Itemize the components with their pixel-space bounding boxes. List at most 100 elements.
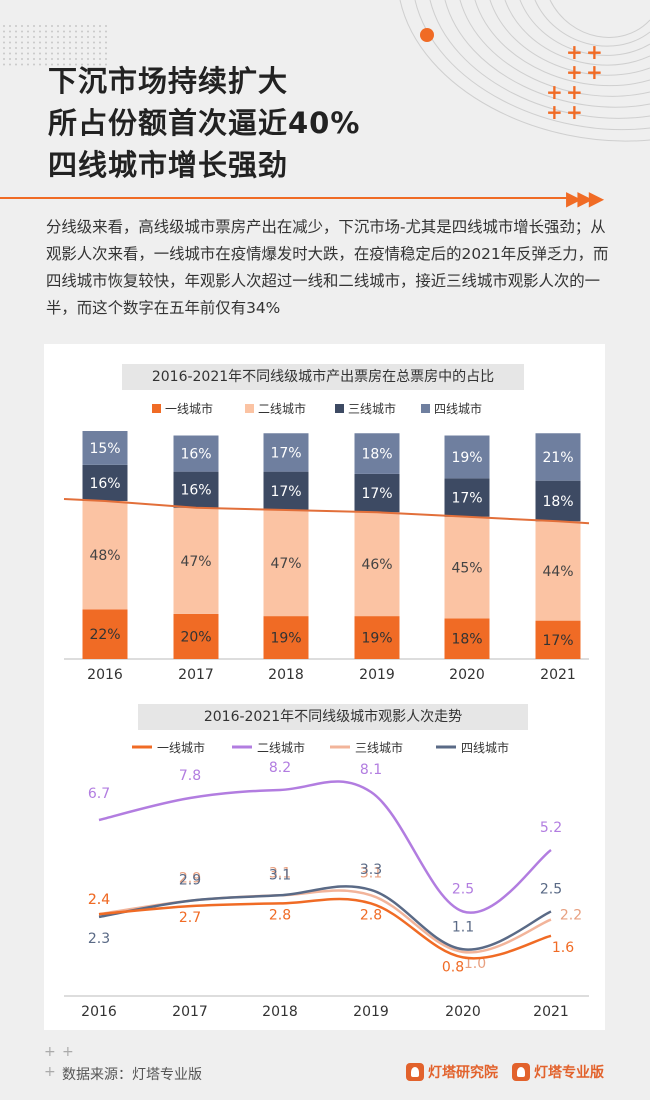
bar-value-label: 18% bbox=[542, 494, 573, 510]
bar-segment bbox=[354, 616, 400, 659]
decor-dot bbox=[39, 52, 41, 55]
legend-label: 一线城市 bbox=[157, 740, 205, 755]
bar-segment bbox=[173, 507, 219, 614]
data-label: 2.2 bbox=[560, 908, 582, 924]
bar-value-label: 47% bbox=[180, 554, 211, 570]
decor-dot bbox=[27, 52, 29, 55]
decor-dot bbox=[81, 36, 83, 38]
bar-segment bbox=[535, 480, 581, 522]
decor-plus-icon: + bbox=[566, 40, 583, 64]
decor-dot bbox=[57, 58, 59, 60]
bar-segment bbox=[535, 433, 581, 481]
decor-dot bbox=[3, 25, 5, 27]
bar-value-label: 22% bbox=[89, 627, 120, 643]
decor-dot bbox=[51, 58, 53, 60]
decor-dot bbox=[57, 25, 59, 27]
decor-dot bbox=[93, 58, 95, 60]
decor-dot bbox=[63, 41, 65, 44]
decor-dot bbox=[51, 36, 53, 38]
chart-2-line: 一线城市 二线城市 三线城市 四线城市 6.7 7.8 8.2 8.1 2.5 5.2 2.4 2.9… bbox=[64, 740, 589, 1020]
logo-research-institute-label: 灯塔研究院 bbox=[428, 1065, 498, 1081]
bar-value-label: 17% bbox=[542, 633, 573, 649]
decor-dot bbox=[63, 47, 65, 49]
decor-dot bbox=[9, 36, 11, 38]
decor-dot bbox=[75, 52, 77, 55]
bar-value-label: 20% bbox=[180, 629, 211, 645]
decor-dot bbox=[27, 30, 29, 33]
decor-dot bbox=[9, 41, 11, 44]
decor-dot bbox=[63, 58, 65, 60]
decor-dot bbox=[105, 63, 107, 66]
decor-dot bbox=[21, 30, 23, 33]
decor-dot bbox=[39, 25, 41, 27]
bar-segment bbox=[354, 433, 400, 474]
x-tick-label: 2020 bbox=[445, 1004, 481, 1020]
lighthouse-icon bbox=[512, 1063, 530, 1081]
legend-label: 二线城市 bbox=[258, 401, 306, 416]
bar-value-label: 17% bbox=[361, 486, 392, 502]
legend-label: 一线城市 bbox=[165, 401, 213, 416]
page-title-line-3: 四线城市增长强劲 bbox=[48, 148, 289, 182]
decor-dot bbox=[45, 47, 47, 49]
title-divider bbox=[0, 197, 568, 199]
decor-dot bbox=[33, 63, 35, 66]
legend-label: 二线城市 bbox=[257, 740, 305, 755]
decor-dot bbox=[33, 25, 35, 27]
decor-dot bbox=[27, 63, 29, 66]
data-label: 2.4 bbox=[88, 892, 110, 908]
decor-dot bbox=[3, 47, 5, 49]
bar-segment bbox=[354, 512, 400, 617]
legend-swatch bbox=[421, 404, 430, 413]
x-tick-label: 2019 bbox=[353, 1004, 389, 1020]
legend-label: 三线城市 bbox=[355, 740, 403, 755]
decor-dot bbox=[57, 52, 59, 55]
logo-pro-edition-label: 灯塔专业版 bbox=[534, 1065, 604, 1081]
x-tick-label: 2021 bbox=[533, 1004, 569, 1020]
x-tick-label: 2016 bbox=[81, 1004, 117, 1020]
bar-segment bbox=[444, 435, 490, 479]
chart-panel: 2016-2021年不同线级城市产出票房在总票房中的占比 2016-2021年不… bbox=[44, 344, 605, 1030]
decor-plus-icon: + bbox=[586, 40, 603, 64]
decor-dot bbox=[87, 25, 89, 27]
x-tick-label: 2019 bbox=[359, 667, 395, 683]
decor-plus-icon: + bbox=[566, 100, 583, 124]
decor-dot bbox=[3, 58, 5, 60]
decor-dot bbox=[51, 41, 53, 44]
decor-dot bbox=[105, 30, 107, 33]
decor-dot bbox=[9, 63, 11, 66]
decor-dot bbox=[57, 47, 59, 49]
x-tick-label: 2017 bbox=[172, 1004, 208, 1020]
x-tick-label: 2018 bbox=[262, 1004, 298, 1020]
decor-dot bbox=[21, 63, 23, 66]
decor-dot bbox=[27, 25, 29, 27]
bar-segment bbox=[263, 510, 309, 617]
data-label: 6.7 bbox=[88, 786, 110, 802]
decor-dot bbox=[93, 25, 95, 27]
decor-dot bbox=[75, 41, 77, 44]
bar-segment bbox=[354, 473, 400, 513]
data-label: 3.1 bbox=[269, 867, 291, 883]
decor-dot bbox=[63, 30, 65, 33]
decor-dot bbox=[51, 63, 53, 66]
bar-segment bbox=[444, 478, 490, 517]
decor-dot bbox=[21, 41, 23, 44]
decor-dot bbox=[69, 30, 71, 33]
bar-segment bbox=[263, 471, 309, 511]
data-label: 0.8 bbox=[442, 959, 464, 975]
decor-dot bbox=[69, 41, 71, 44]
footer-plus-icon: + bbox=[62, 1044, 74, 1060]
decor-dot bbox=[33, 30, 35, 33]
bar-segment bbox=[263, 616, 309, 659]
data-label: 2.5 bbox=[452, 882, 474, 898]
decor-dot bbox=[33, 36, 35, 38]
decor-dot bbox=[15, 52, 17, 55]
decor-dot bbox=[81, 58, 83, 60]
decor-dot bbox=[69, 58, 71, 60]
decor-plus-icon: + bbox=[546, 80, 563, 104]
decor-dot bbox=[15, 36, 17, 38]
decor-dot bbox=[39, 41, 41, 44]
decor-dot bbox=[93, 36, 95, 38]
data-label: 8.1 bbox=[360, 762, 382, 778]
decor-dot bbox=[81, 63, 83, 66]
decor-dot bbox=[99, 47, 101, 49]
